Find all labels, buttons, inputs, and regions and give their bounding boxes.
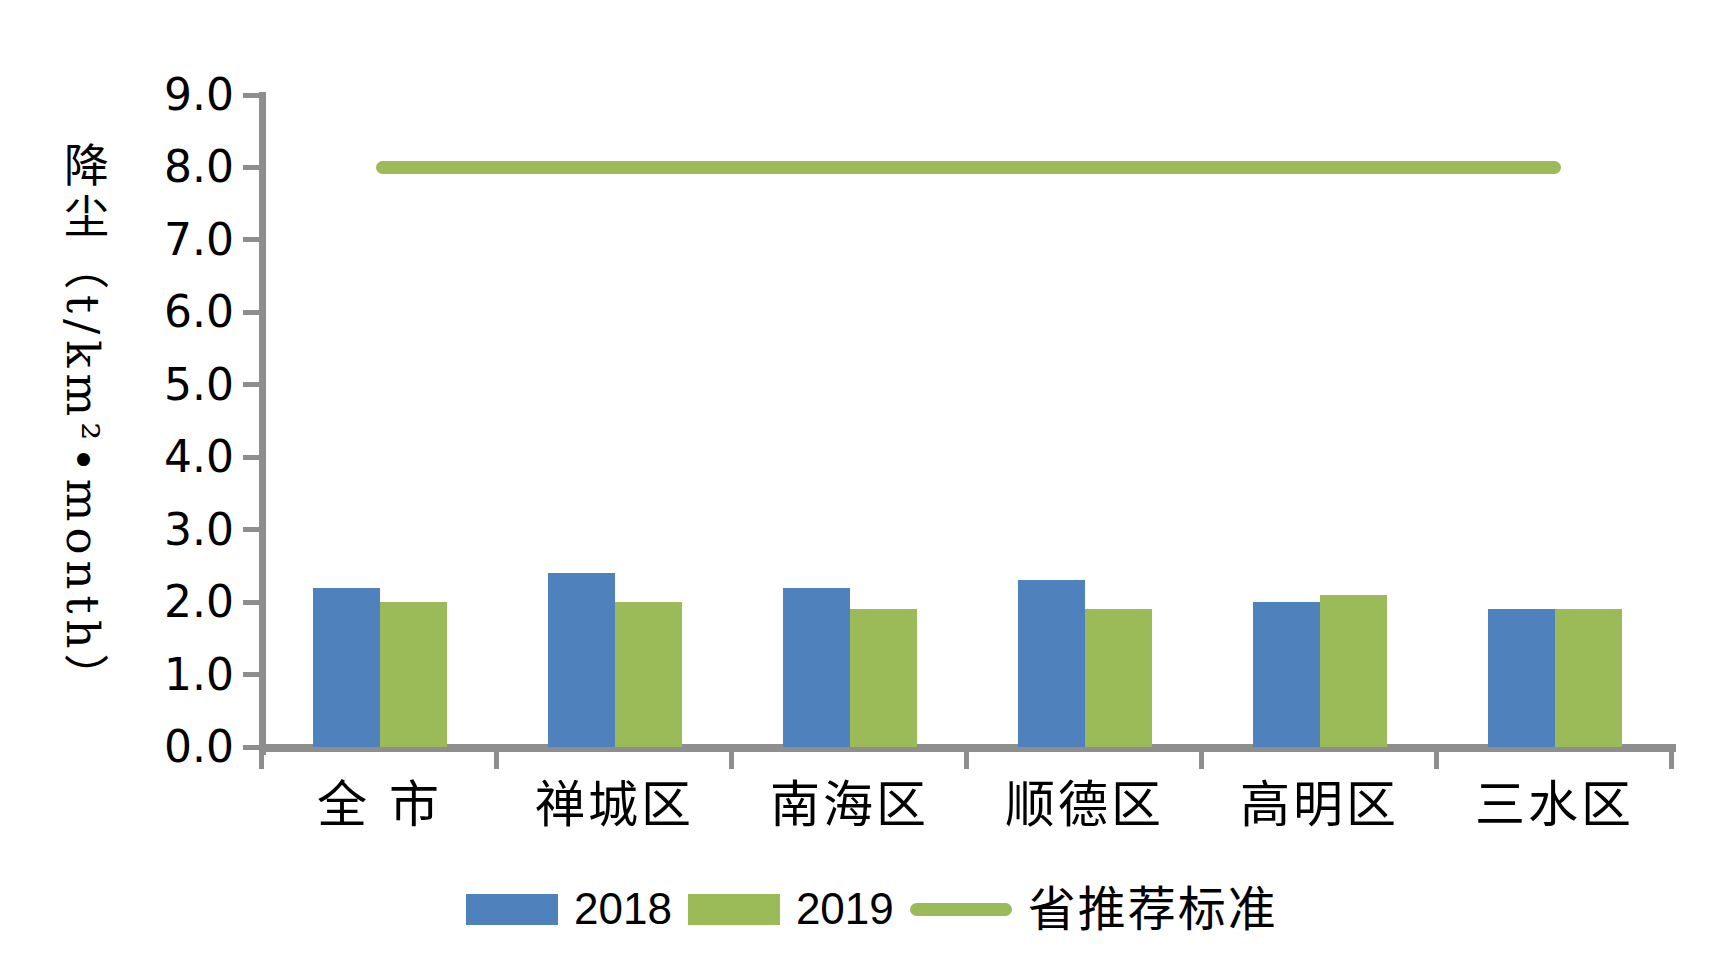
x-tick (1434, 750, 1439, 769)
y-tick (243, 455, 260, 460)
bar-2019-6 (1555, 609, 1622, 747)
x-tick (1669, 750, 1674, 769)
y-tick-label: 5.0 (164, 359, 234, 411)
legend-label-2018: 2018 (574, 886, 672, 932)
x-category-label-4: 顺德区 (955, 776, 1215, 834)
bar-2018-4 (1018, 580, 1085, 747)
legend-swatch-2018 (466, 894, 558, 925)
y-tick-label: 7.0 (164, 214, 234, 266)
reference-line (376, 161, 1561, 174)
bar-2019-5 (1320, 595, 1387, 747)
y-tick (243, 310, 260, 315)
bar-chart: 降尘（t/km²•month） 2018 2019 省推荐标准 0.0 1.0 2.… (0, 0, 1732, 966)
x-category-label-6: 三水区 (1425, 776, 1685, 834)
x-category-label-1: 全 市 (250, 776, 510, 834)
y-tick-label: 3.0 (164, 504, 234, 556)
y-axis-line (259, 92, 266, 755)
y-axis-title: 降尘（t/km²•month） (50, 142, 115, 706)
legend-line-standard (910, 903, 1012, 916)
legend-swatch-2019 (688, 894, 780, 925)
bar-2018-5 (1253, 602, 1320, 747)
y-tick-label: 0.0 (164, 721, 234, 773)
x-category-label-5: 高明区 (1190, 776, 1450, 834)
x-category-label-3: 南海区 (720, 776, 980, 834)
x-tick (259, 750, 264, 769)
y-tick (243, 600, 260, 605)
y-tick-label: 1.0 (164, 649, 234, 701)
y-tick (243, 745, 260, 750)
bar-2019-1 (380, 602, 447, 747)
legend-label-standard: 省推荐标准 (1028, 886, 1278, 932)
y-tick-label: 8.0 (164, 141, 234, 193)
bar-2018-1 (313, 588, 380, 747)
bar-2018-3 (783, 588, 850, 747)
x-tick (494, 750, 499, 769)
bar-2019-2 (615, 602, 682, 747)
bar-2019-4 (1085, 609, 1152, 747)
bar-2019-3 (850, 609, 917, 747)
x-category-label-2: 禅城区 (485, 776, 745, 834)
y-tick (243, 93, 260, 98)
y-tick (243, 165, 260, 170)
legend-label-2019: 2019 (796, 886, 894, 932)
x-tick (729, 750, 734, 769)
y-tick-label: 9.0 (164, 69, 234, 121)
y-tick-label: 4.0 (164, 431, 234, 483)
legend: 2018 2019 省推荐标准 (466, 886, 1278, 932)
y-tick-label: 6.0 (164, 286, 234, 338)
x-tick (1199, 750, 1204, 769)
y-tick (243, 382, 260, 387)
bar-2018-2 (548, 573, 615, 747)
bar-2018-6 (1488, 609, 1555, 747)
y-tick (243, 527, 260, 532)
x-tick (964, 750, 969, 769)
y-tick (243, 237, 260, 242)
y-tick (243, 672, 260, 677)
y-tick-label: 2.0 (164, 576, 234, 628)
